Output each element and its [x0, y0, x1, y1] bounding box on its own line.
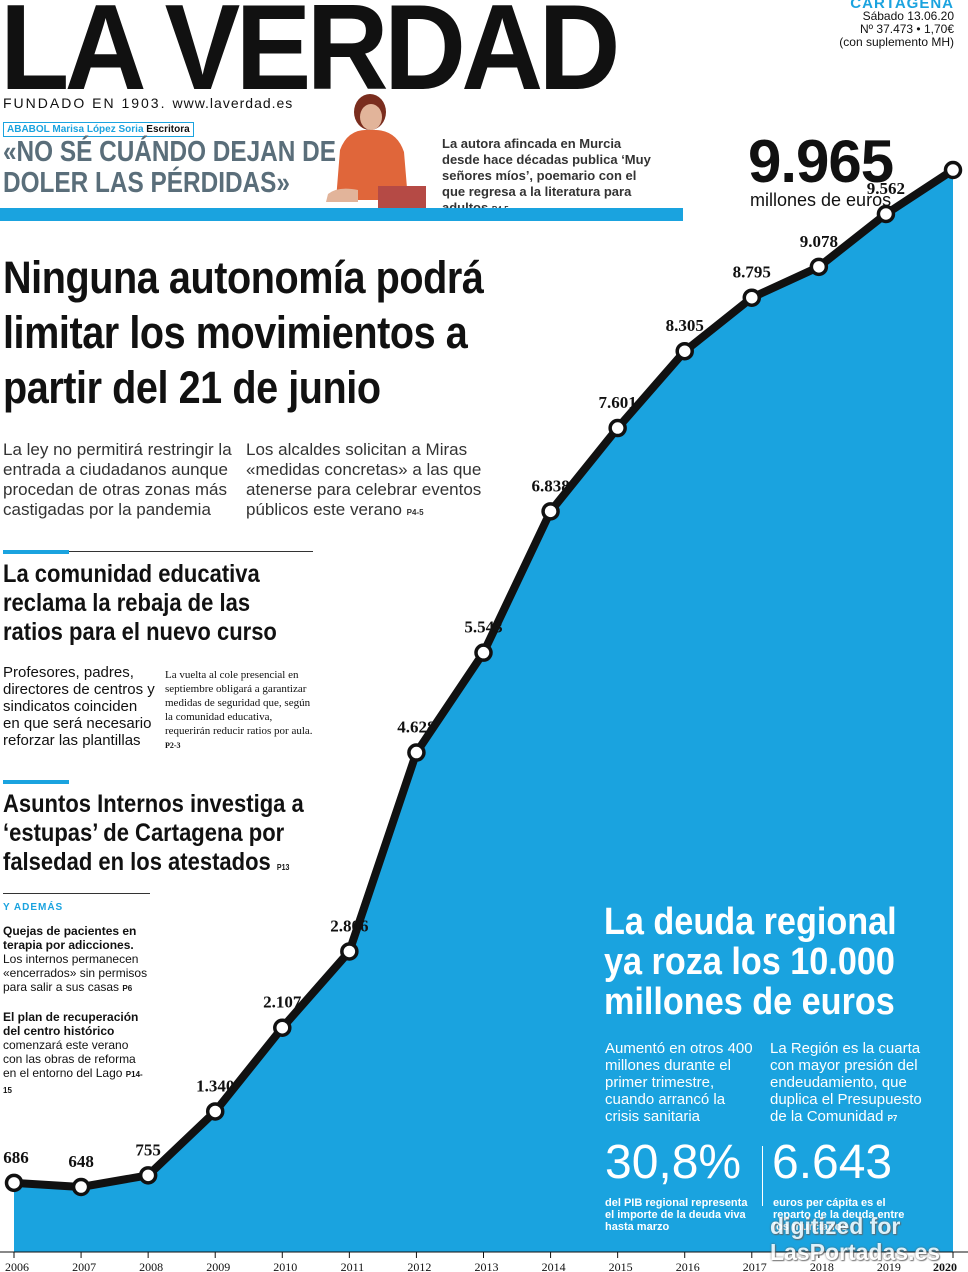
main-lead-2: Los alcaldes solicitan a Miras «medidas …: [246, 440, 486, 523]
divider: [69, 551, 313, 552]
data-point: [4, 1173, 24, 1193]
data-point: [809, 257, 829, 277]
stat-divider: [762, 1146, 763, 1206]
author-name: Marisa López Soria: [52, 124, 144, 135]
page-ref[interactable]: P7: [887, 1114, 898, 1123]
brief-item[interactable]: El plan de recuperación del centro histó…: [3, 1010, 148, 1098]
page-ref[interactable]: P6: [122, 984, 133, 993]
data-point: [742, 288, 762, 307]
data-label: 9.078: [800, 232, 838, 251]
main-lead-1: La ley no permitirá restringir la entrad…: [3, 440, 232, 519]
x-tick-label: 2008: [139, 1260, 163, 1272]
data-label: 2.806: [330, 916, 368, 935]
education-body-text: La vuelta al cole presencial en septiemb…: [165, 669, 313, 737]
education-lead: Profesores, padres, directores de centro…: [3, 664, 155, 749]
author-role: Escritora: [146, 124, 190, 135]
data-point: [474, 643, 493, 662]
x-tick-label: 2013: [475, 1260, 499, 1272]
data-point: [71, 1177, 91, 1197]
author-photo: [318, 94, 436, 220]
data-label: 2.107: [263, 993, 302, 1012]
police-headline[interactable]: Asuntos Internos investiga a ‘estupas’ d…: [3, 790, 311, 882]
brief-text: Los internos permanecen «encerrados» sin…: [3, 952, 148, 994]
founded-text: FUNDADO EN 1903.: [3, 95, 167, 111]
accent-bar: [0, 208, 683, 221]
data-point: [407, 743, 426, 762]
x-tick-label: 2007: [72, 1260, 96, 1272]
main-headline[interactable]: Ninguna autonomía podrá limitar los movi…: [3, 252, 484, 413]
education-body: La vuelta al cole presencial en septiemb…: [165, 668, 315, 753]
data-label: 8.305: [666, 316, 704, 335]
main-lead-2-text: Los alcaldes solicitan a Miras «medidas …: [246, 440, 482, 519]
section-tag: ABABOL Marisa López Soria Escritora: [3, 122, 194, 137]
brief-text: comenzará este verano con las obras de r…: [3, 1038, 136, 1080]
page-ref[interactable]: P14-15: [3, 1070, 143, 1095]
education-headline[interactable]: La comunidad educativa reclama la rebaja…: [3, 560, 277, 646]
x-tick-label: 2016: [676, 1260, 700, 1272]
x-tick-label: 2014: [542, 1260, 566, 1272]
section-rule: [3, 550, 69, 554]
watermark-line-1: digitized for: [770, 1213, 901, 1239]
edition-info: CARTAGENA Sábado 13.06.20 Nº 37.473 • 1,…: [839, 0, 954, 49]
section-label: ABABOL: [7, 124, 50, 135]
x-tick-label: 2010: [273, 1260, 297, 1272]
x-tick-label: 2015: [609, 1260, 633, 1272]
interview-desc-text: La autora afincada en Murcia desde hace …: [442, 136, 651, 215]
page-ref[interactable]: P13: [276, 863, 290, 872]
data-label: 5.543: [464, 618, 502, 637]
interview-quote[interactable]: «NO SÉ CUÁNDO DEJAN DE DOLER LAS PÉRDIDA…: [3, 136, 336, 199]
data-label: 648: [68, 1152, 94, 1171]
divider: [3, 893, 150, 894]
brief-item[interactable]: Quejas de pacientes en terapia por adicc…: [3, 924, 148, 996]
stat-per-capita: 6.643: [772, 1136, 893, 1189]
section-rule: [3, 780, 69, 784]
edition-number: Nº 37.473 • 1,70€: [860, 22, 954, 36]
data-point: [608, 418, 627, 438]
founded-line: FUNDADO EN 1903. www.laverdad.es: [3, 95, 293, 111]
data-label: 686: [3, 1148, 29, 1167]
debt-lead-1: Aumentó en otros 400 millones durante el…: [605, 1040, 753, 1125]
edition-date: Sábado 13.06.20: [862, 9, 954, 23]
data-label: 755: [135, 1140, 161, 1159]
brief-title: El plan de recuperación del centro histó…: [3, 1010, 139, 1038]
x-tick-label: 2009: [206, 1260, 230, 1272]
data-point: [943, 160, 963, 180]
data-label: 8.795: [733, 263, 771, 282]
x-tick-label: 2017: [743, 1260, 767, 1272]
data-point: [138, 1166, 158, 1185]
interview-desc: La autora afincada en Murcia desde hace …: [442, 136, 662, 218]
debt-headline[interactable]: La deuda regional ya roza los 10.000 mil…: [604, 901, 897, 1023]
debt-big-value: 9.965: [748, 128, 894, 195]
stat-gdp-share: 30,8%: [605, 1136, 742, 1189]
page-ref[interactable]: P4-5: [406, 508, 424, 517]
data-point: [273, 1018, 292, 1037]
data-label: 1.340: [196, 1076, 234, 1095]
masthead-logo[interactable]: LA VERDAD: [0, 0, 620, 115]
page-ref[interactable]: P2-3: [165, 741, 181, 750]
data-point: [205, 1102, 225, 1121]
data-point: [541, 502, 560, 521]
debt-big-unit: millones de euros: [750, 190, 892, 210]
x-tick-label: 2006: [5, 1260, 29, 1272]
x-tick-label: 2011: [341, 1260, 365, 1272]
data-label: 7.601: [599, 393, 637, 412]
data-point: [340, 942, 359, 961]
debt-lead-2: La Región es la cuarta con mayor presión…: [770, 1040, 930, 1127]
data-label: 6.838: [531, 476, 569, 495]
data-point: [675, 341, 694, 361]
edition-supplement: (con suplemento MH): [839, 35, 954, 49]
debt-lead-2-text: La Región es la cuarta con mayor presión…: [770, 1040, 922, 1125]
stat-per-capita-desc: euros per cápita es el reparto de la deu…: [773, 1197, 905, 1233]
edition-city: CARTAGENA: [850, 0, 954, 12]
brief-title: Quejas de pacientes en terapia por adicc…: [3, 924, 137, 952]
police-headline-text: Asuntos Internos investiga a ‘estupas’ d…: [3, 790, 304, 876]
data-label: 4.628: [397, 718, 435, 737]
stat-gdp-desc: del PIB regional representa el importe d…: [605, 1197, 748, 1233]
watermark-line-2: LasPortadas.es: [770, 1239, 941, 1265]
x-tick-label: 2012: [407, 1260, 431, 1272]
site-url[interactable]: www.laverdad.es: [172, 95, 294, 111]
watermark: digitized for LasPortadas.es: [770, 1213, 940, 1265]
also-label: Y ADEMÁS: [3, 902, 64, 913]
